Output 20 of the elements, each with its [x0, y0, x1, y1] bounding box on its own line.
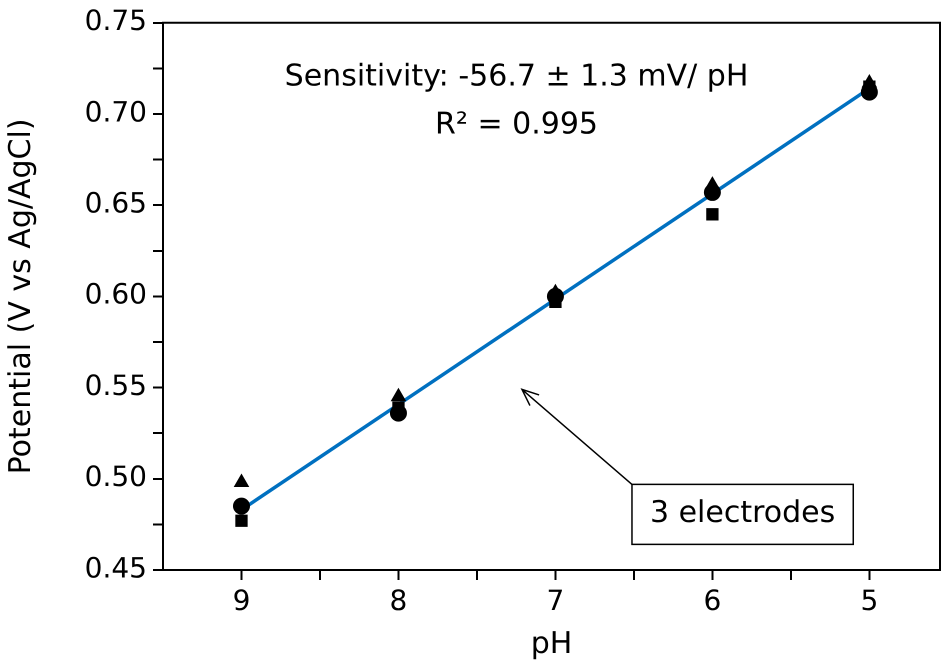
point [706, 208, 719, 220]
x-tick-label: 5 [860, 584, 878, 618]
y-tick-label: 0.75 [84, 4, 147, 38]
annotation: R² = 0.995 [435, 106, 598, 142]
y-tick-label: 0.70 [84, 95, 147, 128]
y-tick-label: 0.60 [84, 278, 147, 311]
x-tick-label: 7 [546, 584, 564, 618]
y-tick-label: 0.45 [84, 551, 147, 584]
y-tick-label: 0.65 [84, 186, 147, 220]
x-tick-label: 9 [232, 584, 250, 618]
annotation: 3 electrodes [650, 495, 836, 530]
point [232, 498, 250, 515]
y-tick-label: 0.55 [84, 368, 147, 402]
x-axis-title: pH [530, 626, 572, 661]
y-axis-title: Potential (V vs Ag/AgCl) [2, 118, 38, 474]
y-tick-label: 0.50 [84, 460, 147, 494]
x-tick-label: 6 [703, 584, 722, 618]
annotation: Sensitivity: -56.7 ± 1.3 mV/ pH [284, 58, 748, 94]
point [235, 514, 248, 527]
x-tick-label: 8 [390, 584, 408, 618]
